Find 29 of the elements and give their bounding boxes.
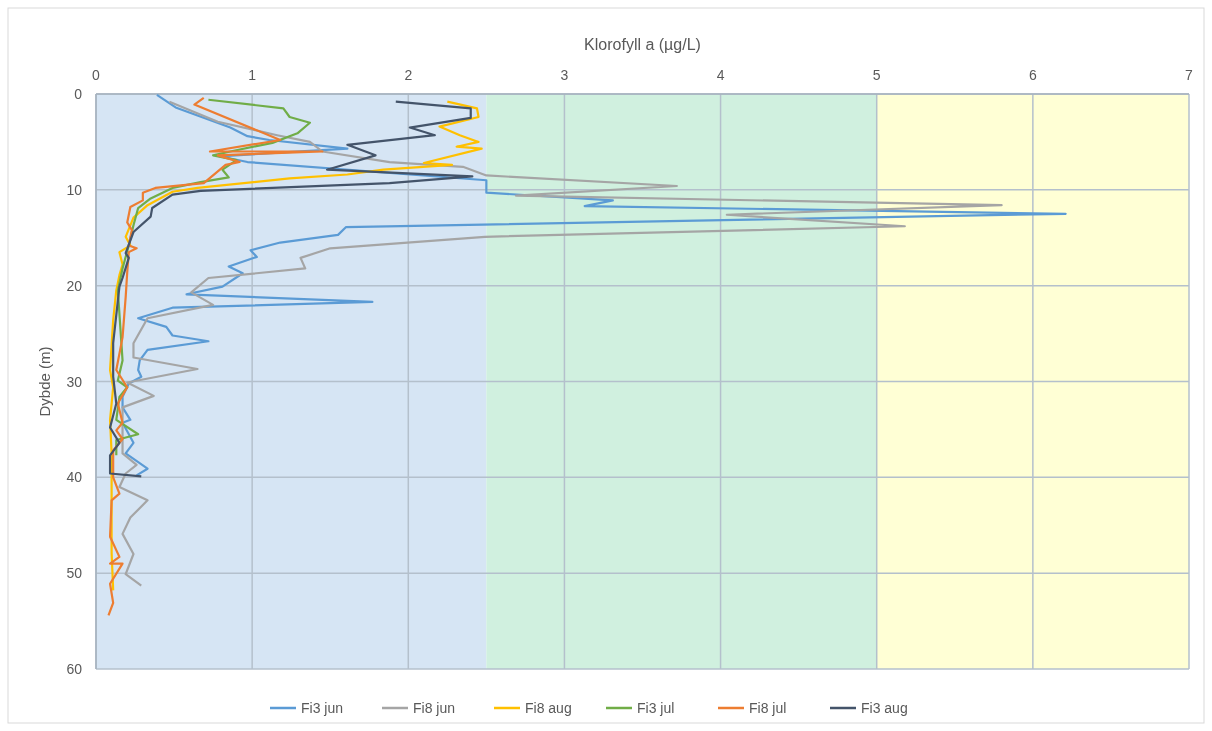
x-tick-label: 5 [872,67,881,83]
line-series [118,100,1003,587]
y-axis-title: Dybde (m) [36,346,53,417]
line-series [107,96,324,617]
x-tick-label: 4 [716,67,725,83]
line-series [121,93,1067,477]
legend-label: Fi8 jul [749,700,787,716]
x-tick-label: 6 [1028,67,1037,83]
x-tick-label: 7 [1185,67,1194,83]
x-tick-label: 0 [92,67,101,83]
line-series [108,100,474,478]
legend-label: Fi8 aug [525,700,572,716]
x-tick-label: 1 [248,67,257,83]
x-axis-title: Klorofyll a (µg/L) [584,36,701,53]
line-series [115,98,312,457]
y-tick-label: 30 [66,373,83,390]
x-tick-label: 2 [404,67,413,83]
line-series [108,100,483,592]
y-tick-label: 40 [66,469,83,486]
x-tick-label: 3 [560,67,569,83]
y-tick-label: 0 [74,86,83,102]
legend-label: Fi3 jul [637,700,675,716]
legend-label: Fi8 jun [413,700,456,716]
y-tick-label: 50 [66,565,83,582]
y-tick-label: 20 [66,277,83,294]
y-tick-label: 10 [66,181,83,198]
legend-label: Fi3 jun [301,700,344,716]
y-tick-label: 60 [66,661,83,677]
legend-label: Fi3 aug [861,700,908,716]
